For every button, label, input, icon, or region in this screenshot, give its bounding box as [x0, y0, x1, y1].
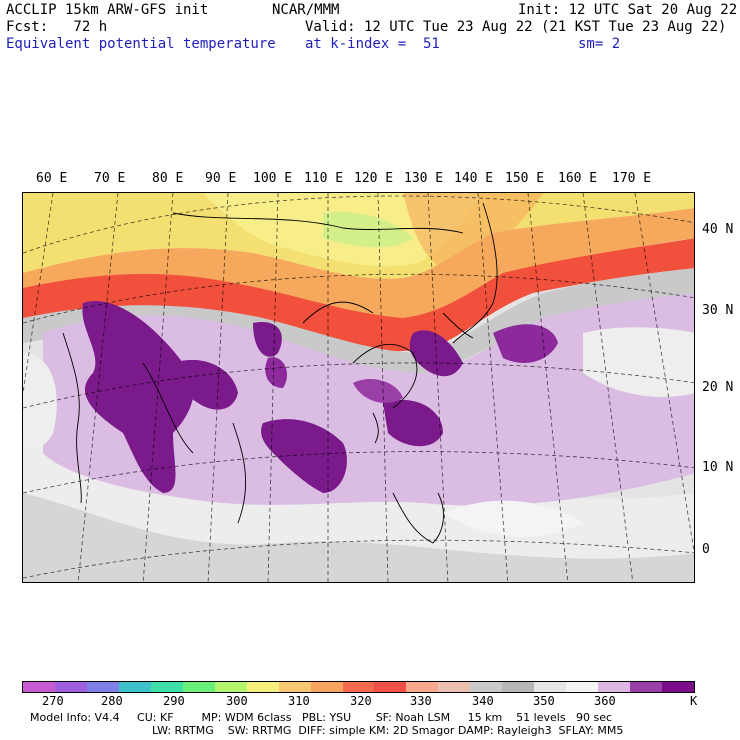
colorbar-swatch — [534, 682, 567, 692]
colorbar-label: 320 — [350, 694, 372, 708]
lon-label: 110 E — [304, 171, 344, 186]
init-time: Init: 12 UTC Sat 20 Aug 22 — [518, 2, 738, 18]
colorbar-swatch — [118, 682, 151, 692]
colorbar-label: 360 — [594, 694, 616, 708]
colorbar-label: 290 — [163, 694, 185, 708]
lon-label: 100 E — [253, 171, 293, 186]
lon-label: 150 E — [505, 171, 545, 186]
colorbar-swatch — [406, 682, 439, 692]
colorbar-swatch — [54, 682, 87, 692]
lat-label: 10 N — [702, 460, 734, 475]
colorbar-label: 300 — [226, 694, 248, 708]
colorbar-swatch — [470, 682, 503, 692]
lon-label: 170 E — [612, 171, 652, 186]
colorbar-swatch — [438, 682, 471, 692]
colorbar-swatch — [86, 682, 119, 692]
colorbar-label: 270 — [42, 694, 64, 708]
colorbar-swatch — [23, 682, 55, 692]
lon-label: 120 E — [354, 171, 394, 186]
lat-label: 0 — [702, 542, 710, 557]
colorbar-swatch — [630, 682, 663, 692]
level-label: at k-index = 51 — [305, 36, 440, 52]
lon-label: 80 E — [152, 171, 184, 186]
model-info-line1: Model Info: V4.4 CU: KF MP: WDM 6class P… — [30, 711, 613, 724]
colorbar-swatch — [278, 682, 311, 692]
institution-label: NCAR/MMM — [272, 2, 340, 18]
colorbar-label: 350 — [533, 694, 555, 708]
theta-e-field — [23, 193, 694, 582]
lon-label: 60 E — [36, 171, 68, 186]
lon-label: 130 E — [404, 171, 444, 186]
lon-label: 90 E — [205, 171, 237, 186]
colorbar-swatch — [342, 682, 375, 692]
lon-label: 160 E — [558, 171, 598, 186]
smoothing-label: sm= 2 — [578, 36, 621, 52]
forecast-hour: Fcst: 72 h — [6, 19, 108, 35]
field-name: Equivalent potential temperature — [6, 36, 276, 52]
colorbar-swatch — [374, 682, 407, 692]
colorbar-label: 280 — [101, 694, 123, 708]
colorbar-swatch — [502, 682, 535, 692]
lat-label: 40 N — [702, 222, 734, 237]
colorbar-swatch — [662, 682, 695, 692]
colorbar-swatch — [150, 682, 183, 692]
colorbar-swatch — [566, 682, 599, 692]
lat-label: 20 N — [702, 380, 734, 395]
lon-label: 70 E — [94, 171, 126, 186]
model-info-line2: LW: RRTMG SW: RRTMG DIFF: simple KM: 2D … — [152, 724, 624, 737]
colorbar-unit: K — [690, 694, 698, 708]
colorbar-swatch — [182, 682, 215, 692]
model-title: ACCLIP 15km ARW-GFS init — [6, 2, 209, 18]
colorbar-label: 340 — [472, 694, 494, 708]
colorbar-label: 330 — [410, 694, 432, 708]
map-panel — [22, 192, 695, 583]
colorbar-swatch — [214, 682, 247, 692]
lat-label: 30 N — [702, 303, 734, 318]
colorbar-swatch — [246, 682, 279, 692]
colorbar-swatch — [310, 682, 343, 692]
colorbar-label: 310 — [288, 694, 310, 708]
colorbar — [22, 681, 695, 693]
lon-label: 140 E — [454, 171, 494, 186]
colorbar-swatch — [598, 682, 631, 692]
valid-time: Valid: 12 UTC Tue 23 Aug 22 (21 KST Tue … — [305, 19, 727, 35]
